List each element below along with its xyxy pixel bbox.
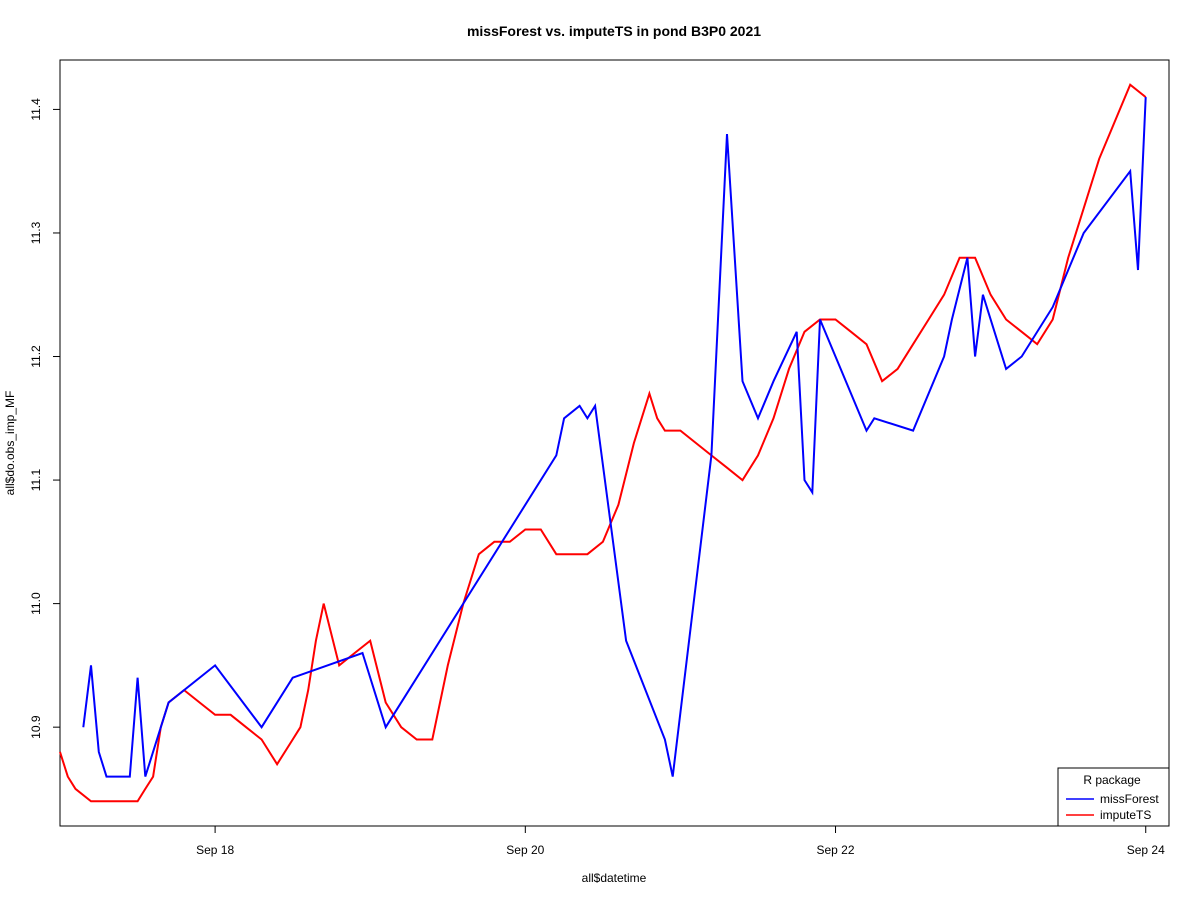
series-line-imputets [59, 83, 1147, 803]
legend-label-imputets: imputeTS [1100, 808, 1151, 822]
y-tick-label-2: 11.1 [29, 469, 43, 492]
y-tick-label-1: 11.0 [29, 592, 43, 615]
legend-title: R package [1083, 773, 1141, 787]
chart-title: missForest vs. imputeTS in pond B3P0 202… [467, 23, 761, 39]
plot-frame [59, 59, 1170, 827]
x-tick-label-3: Sep 24 [1127, 843, 1165, 857]
y-tick-label-4: 11.3 [29, 221, 43, 244]
legend-label-missforest: missForest [1100, 792, 1159, 806]
legend: R package missForest imputeTS [1057, 767, 1170, 827]
y-tick-label-3: 11.2 [29, 345, 43, 368]
legend-box [1057, 767, 1170, 827]
x-tick-label-1: Sep 20 [506, 843, 544, 857]
x-axis-label: all$datetime [582, 871, 647, 885]
series-line-missforest [82, 97, 1147, 778]
x-tick-label-2: Sep 22 [817, 843, 855, 857]
x-tick-label-0: Sep 18 [196, 843, 234, 857]
y-axis: 10.9 11.0 11.1 11.2 11.3 11.4 [29, 98, 60, 739]
x-axis: Sep 18 Sep 20 Sep 22 Sep 24 [196, 826, 1165, 857]
series-layer [59, 83, 1147, 803]
y-tick-label-0: 10.9 [29, 715, 43, 739]
y-axis-label: all$do.obs_imp_MF [3, 391, 17, 496]
y-tick-label-5: 11.4 [29, 98, 43, 121]
